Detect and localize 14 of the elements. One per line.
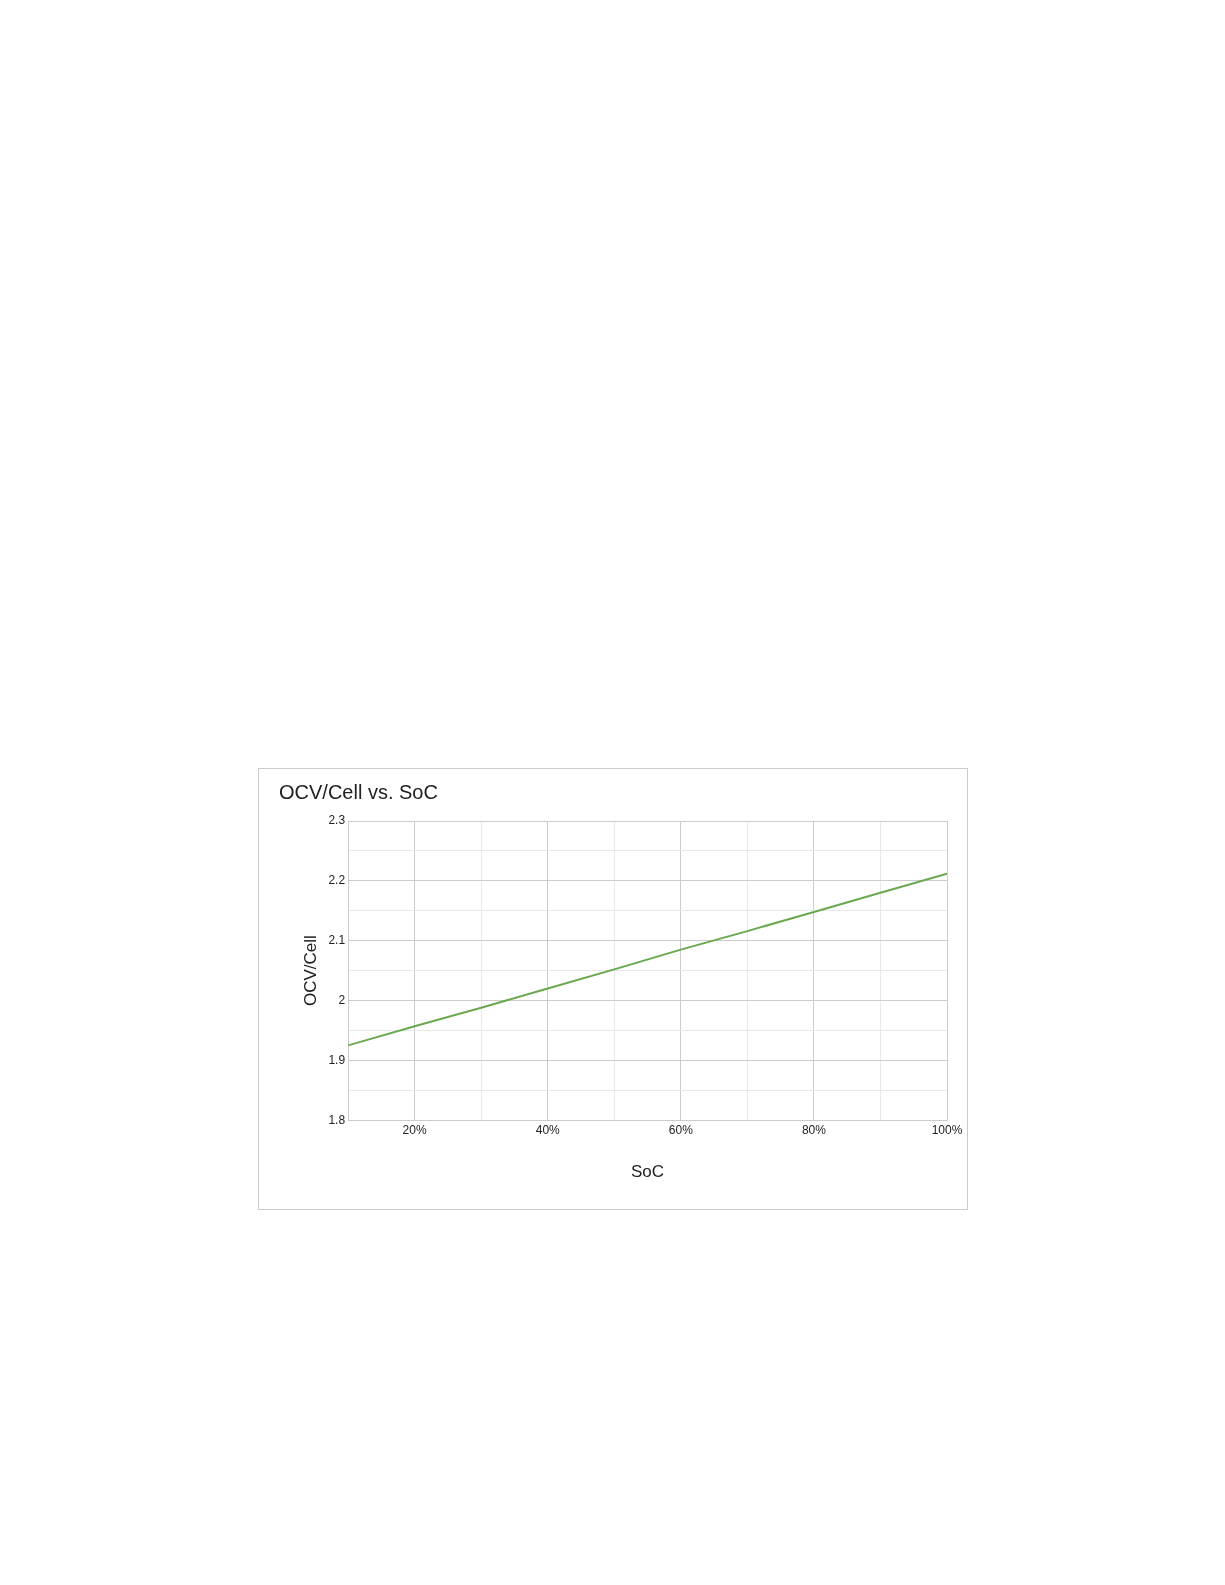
chart-title: OCV/Cell vs. SoC (279, 780, 438, 803)
x-tick-label: 40% (535, 1122, 561, 1137)
x-axis-title: SoC (631, 1162, 665, 1182)
y-tick-label: 2 (338, 992, 346, 1007)
x-tick-label: 100% (931, 1122, 963, 1137)
y-tick-label: 2.3 (328, 813, 346, 828)
y-tick-label: 1.8 (328, 1112, 346, 1127)
y-tick-label: 2.1 (328, 932, 346, 947)
x-tick-label: 60% (668, 1122, 694, 1137)
y-tick-label: 1.9 (328, 1052, 346, 1067)
x-tick-label: 20% (402, 1122, 427, 1137)
x-tick-label: 80% (801, 1122, 827, 1137)
y-axis-title: OCV/Cell (300, 935, 320, 1007)
y-tick-label: 2.2 (328, 873, 346, 888)
